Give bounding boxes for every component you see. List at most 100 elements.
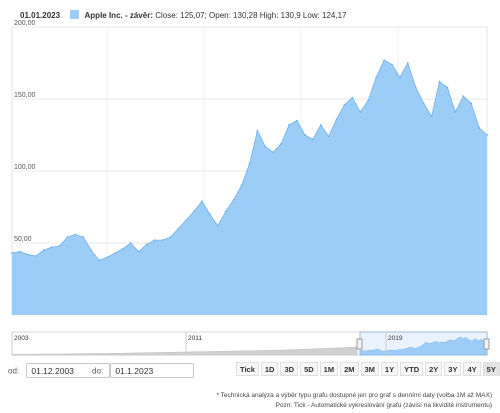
navigator-selected-area xyxy=(359,337,488,356)
data-point xyxy=(470,102,473,105)
data-point xyxy=(327,135,330,138)
zoom-button-2m[interactable]: 2M xyxy=(340,362,359,376)
data-point xyxy=(478,126,480,129)
zoom-button-1m[interactable]: 1M xyxy=(319,362,339,376)
zoom-button-3y[interactable]: 3Y xyxy=(444,362,462,376)
data-point xyxy=(462,95,465,97)
data-point xyxy=(383,59,385,61)
data-point xyxy=(438,80,441,83)
data-point xyxy=(343,103,346,106)
data-point xyxy=(280,142,283,145)
data-point xyxy=(256,129,259,132)
range-to-label: do: xyxy=(92,366,104,376)
data-point xyxy=(351,96,354,99)
data-point xyxy=(446,86,449,89)
chart-legend: 01.01.2023 Apple Inc. - závěr: Close: 12… xyxy=(20,10,346,20)
y-tick-label: 150,00 xyxy=(14,92,36,99)
data-point xyxy=(264,145,267,148)
data-point xyxy=(311,138,314,141)
data-point xyxy=(129,242,132,244)
data-point xyxy=(98,259,100,262)
data-point xyxy=(169,236,172,239)
footnote-2: Pozn: Tick - Automatické vykreslování gr… xyxy=(275,402,492,409)
data-point xyxy=(58,245,61,247)
zoom-buttons: Tick1D3D5D1M2M3M1YYTD2Y3Y4Y5YMax xyxy=(236,362,500,376)
data-point xyxy=(114,252,116,255)
data-point xyxy=(391,63,393,66)
range-to: do: xyxy=(92,363,195,378)
navigator-year-label: 2011 xyxy=(188,335,202,342)
navigator-handle-right xyxy=(483,338,490,350)
navigator-year-label: 2003 xyxy=(14,335,29,342)
data-point xyxy=(288,124,290,126)
series-area xyxy=(12,60,487,315)
y-tick-label: 100,00 xyxy=(14,164,36,171)
data-point xyxy=(90,249,93,252)
range-from-input[interactable] xyxy=(26,363,111,378)
data-point xyxy=(26,253,29,256)
y-tick-label: 50,00 xyxy=(14,236,32,243)
data-point xyxy=(319,124,322,126)
legend-series-label: Apple Inc. - závěr: xyxy=(84,11,153,20)
data-point xyxy=(19,250,21,253)
data-point xyxy=(145,243,148,246)
zoom-button-1y[interactable]: 1Y xyxy=(380,362,399,376)
data-point xyxy=(137,250,140,253)
zoom-button-3d[interactable]: 3D xyxy=(280,362,299,376)
data-point xyxy=(50,246,53,249)
data-point xyxy=(224,210,227,213)
zoom-button-tick[interactable]: Tick xyxy=(236,362,259,376)
legend-swatch xyxy=(70,10,80,19)
legend-ohlc: Close: 125,07; Open: 130,28 High: 130,9 … xyxy=(155,11,347,20)
data-point xyxy=(185,219,188,221)
data-point xyxy=(248,162,251,165)
data-point xyxy=(399,76,401,79)
zoom-button-3m[interactable]: 3M xyxy=(360,362,379,376)
data-point xyxy=(430,115,433,118)
data-point xyxy=(121,247,124,250)
data-point xyxy=(367,99,370,102)
range-from-label: od: xyxy=(8,366,20,376)
data-point xyxy=(486,134,488,136)
data-point xyxy=(296,119,298,122)
footnote-1: * Technická analýza a výběr typu grafu d… xyxy=(216,392,492,399)
data-point xyxy=(177,227,180,230)
zoom-button-2y[interactable]: 2Y xyxy=(425,362,443,376)
data-point xyxy=(216,224,219,227)
data-point xyxy=(375,76,378,79)
zoom-button-5y[interactable]: 5Y xyxy=(482,362,500,376)
zoom-button-1d[interactable]: 1D xyxy=(260,362,279,376)
data-point xyxy=(193,210,196,213)
range-to-input[interactable] xyxy=(110,363,195,378)
data-point xyxy=(11,252,13,255)
navigator-year-label: 2019 xyxy=(388,335,403,342)
data-point xyxy=(42,249,45,252)
data-point xyxy=(414,86,417,89)
data-point xyxy=(272,151,275,154)
zoom-button-ytd[interactable]: YTD xyxy=(400,362,424,376)
data-point xyxy=(232,198,235,201)
data-point xyxy=(161,239,164,242)
data-point xyxy=(304,134,306,136)
data-point xyxy=(106,256,108,259)
data-point xyxy=(74,233,77,236)
data-point xyxy=(359,111,362,113)
navigator-handle-left xyxy=(356,338,363,350)
data-point xyxy=(335,118,338,121)
legend-date: 01.01.2023 xyxy=(20,11,61,20)
data-point xyxy=(422,102,425,105)
y-tick-label: 200,00 xyxy=(14,20,36,27)
data-point xyxy=(82,236,85,239)
data-point xyxy=(201,200,203,203)
data-point xyxy=(240,184,243,187)
data-point xyxy=(34,255,37,257)
zoom-button-5d[interactable]: 5D xyxy=(300,362,318,376)
data-point xyxy=(209,213,211,216)
data-point xyxy=(153,239,156,242)
data-point xyxy=(66,236,69,239)
data-point xyxy=(454,111,457,113)
zoom-button-4y[interactable]: 4Y xyxy=(463,362,481,376)
range-from: od: xyxy=(8,363,111,378)
data-point xyxy=(406,62,409,64)
